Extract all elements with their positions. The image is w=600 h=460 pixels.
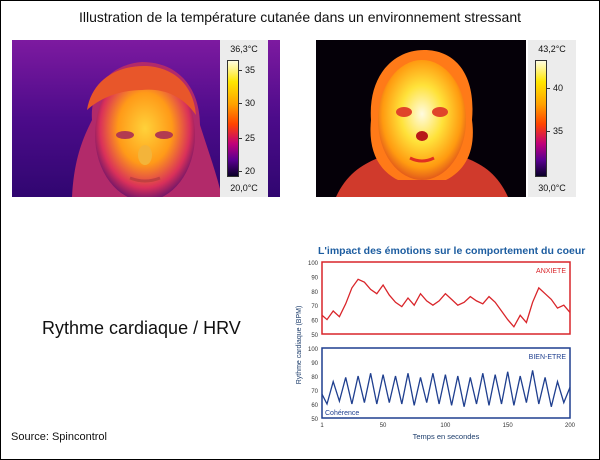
color-scale-bar	[227, 60, 239, 177]
y-tick-label: 90	[311, 275, 318, 281]
y-tick-label: 50	[311, 417, 318, 423]
thermal-image-left	[12, 40, 280, 197]
chart-panel-frame	[321, 347, 571, 419]
temperature-scale-left: 36,3°C 35 30 25 20 20,0°C	[220, 40, 268, 197]
temperature-scale-right: 43,2°C 40 35 30,0°C	[528, 40, 576, 197]
series-line-bien-etre	[321, 370, 571, 407]
page-title: Illustration de la température cutanée d…	[78, 9, 522, 25]
scale-tick: 35	[245, 65, 256, 75]
x-tick-label: 200	[565, 423, 576, 429]
scale-max-label: 36,3°C	[230, 44, 258, 54]
thermal-image-right	[316, 40, 526, 197]
hrv-label: Rythme cardiaque / HRV	[42, 318, 241, 338]
scale-min-label: 30,0°C	[538, 183, 566, 193]
y-tick-label: 80	[311, 375, 318, 381]
y-tick-label: 70	[311, 389, 318, 395]
series-label: ANXIETE	[536, 268, 566, 275]
y-tick-label: 90	[311, 361, 318, 367]
x-axis-label: Temps en secondes	[413, 432, 480, 441]
heart-rate-chart: 100 90 80 70 60 50 ANXIETE 100 90 80 70 60 50 BIEN-ET…	[296, 261, 576, 441]
scale-max-label: 43,2°C	[538, 44, 566, 54]
scale-tick: 35	[553, 126, 564, 136]
scale-min-label: 20,0°C	[230, 183, 258, 193]
source-credit: Source: Spincontrol	[11, 431, 107, 443]
scale-tick: 40	[553, 83, 564, 93]
chart-panel-frame	[321, 261, 571, 335]
x-tick-label: 100	[440, 423, 451, 429]
x-tick-label: 150	[503, 423, 514, 429]
y-tick-label: 60	[311, 319, 318, 325]
color-scale-bar	[535, 60, 547, 177]
y-tick-label: 70	[311, 304, 318, 310]
y-tick-label: 100	[308, 347, 319, 353]
x-tick-label: 50	[380, 423, 387, 429]
y-axis-label: Rythme cardiaque (BPM)	[296, 306, 303, 385]
chart-title: L'impact des émotions sur le comportemen…	[318, 245, 586, 257]
scale-tick: 30	[245, 98, 256, 108]
y-tick-label: 100	[308, 261, 319, 267]
y-tick-label: 80	[311, 290, 318, 296]
x-tick-label: 1	[320, 423, 324, 429]
series-label: BIEN-ETRE	[529, 354, 567, 361]
y-tick-label: 50	[311, 333, 318, 339]
scale-tick: 20	[245, 166, 256, 176]
series-line-anxiete	[321, 278, 571, 328]
series-sublabel: Cohérence	[325, 410, 359, 417]
y-tick-label: 60	[311, 403, 318, 409]
scale-tick: 25	[245, 133, 256, 143]
